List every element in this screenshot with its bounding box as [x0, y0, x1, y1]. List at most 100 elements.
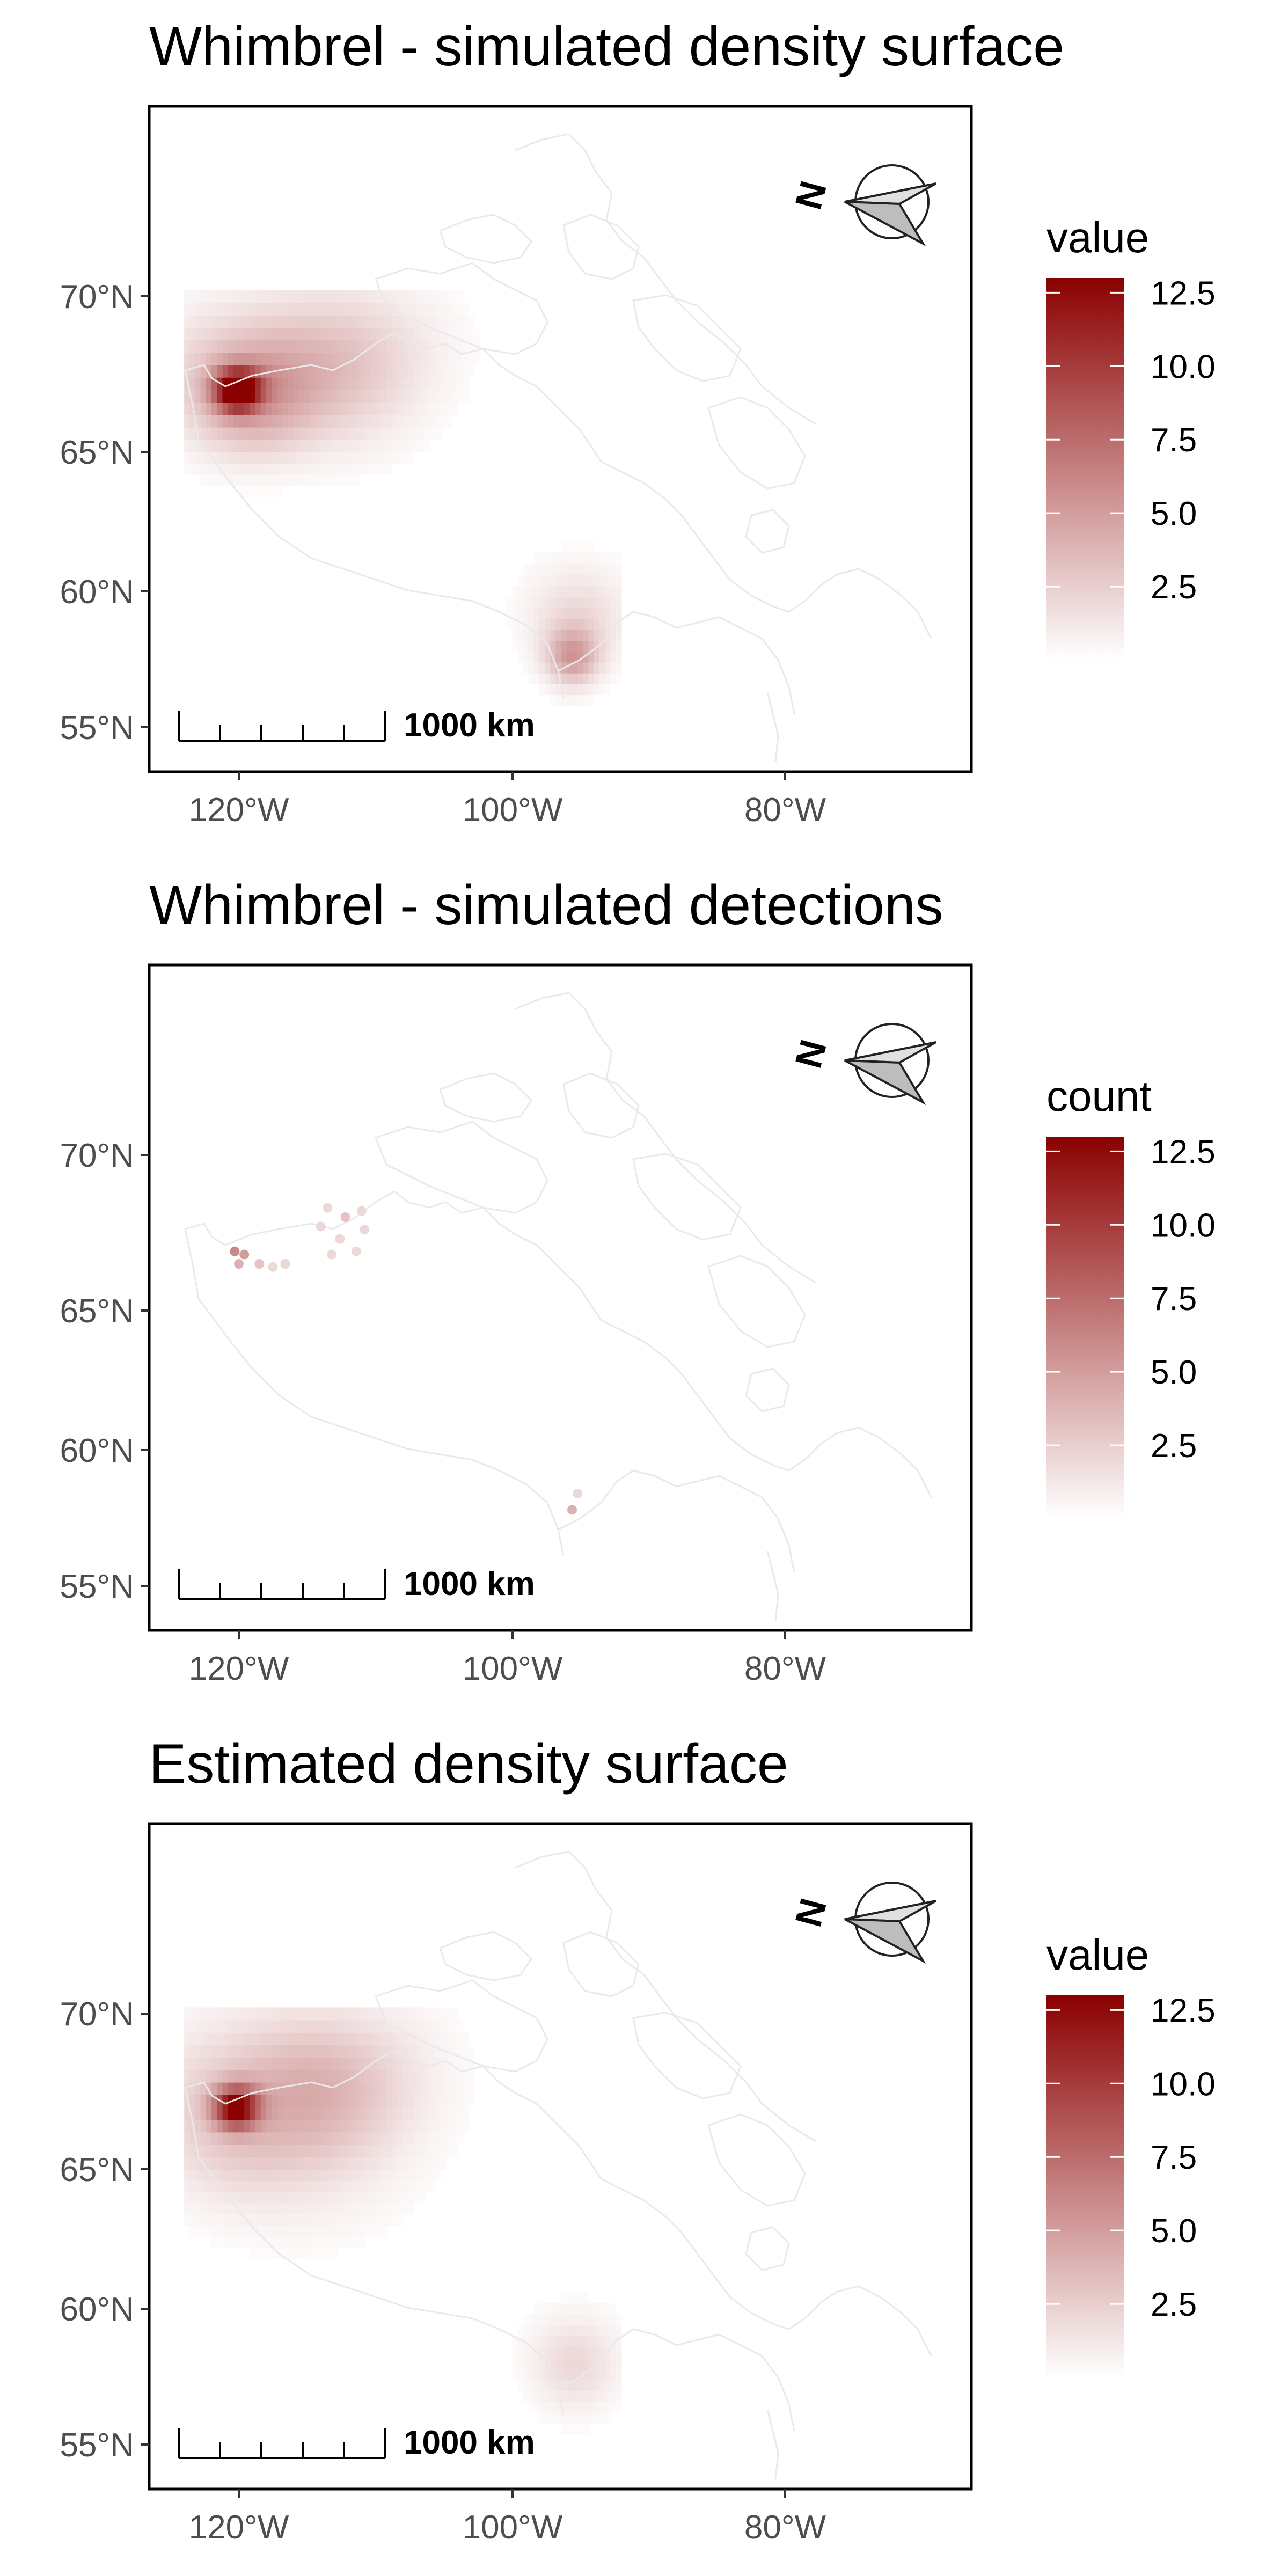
density-cell [255, 2032, 261, 2045]
density-cell [555, 574, 562, 587]
density-cell [299, 314, 305, 328]
density-cell [239, 390, 245, 403]
density-cell [397, 377, 404, 390]
density-cell [233, 2191, 239, 2204]
density-cell [337, 414, 343, 428]
density-cell [337, 2045, 343, 2058]
density-cell [206, 2156, 213, 2170]
legend-tick-label: 2.5 [1151, 1428, 1197, 1465]
density-cell [260, 2094, 267, 2107]
density-cell [550, 2379, 557, 2391]
density-cell [463, 2107, 469, 2120]
density-cell [533, 2336, 540, 2347]
density-cell [337, 452, 343, 464]
density-cell [441, 2144, 447, 2157]
density-cell [348, 463, 354, 475]
density-cell [375, 390, 382, 403]
density-cell [561, 2292, 567, 2304]
density-cell [228, 290, 234, 303]
density-cell [364, 377, 371, 390]
density-cell [337, 2119, 343, 2133]
density-cell [272, 463, 278, 475]
density-cell [293, 474, 299, 486]
density-cell [337, 2180, 343, 2192]
density-cell [457, 2032, 464, 2045]
density-cell [217, 2045, 223, 2058]
density-cell [566, 2346, 573, 2358]
density-cell [380, 2225, 387, 2237]
density-cell [244, 352, 251, 365]
density-cell [250, 2032, 256, 2045]
density-cell [441, 364, 447, 378]
density-cell [293, 327, 299, 341]
density-cell [397, 2094, 404, 2107]
density-cell [200, 474, 207, 486]
density-cell [239, 2132, 245, 2145]
detection-point [254, 1259, 265, 1269]
density-cell [555, 552, 562, 564]
density-cell [380, 2169, 387, 2181]
density-cell [583, 618, 589, 630]
density-cell [364, 463, 371, 475]
density-cell [419, 2107, 426, 2120]
density-cell [413, 2119, 420, 2133]
density-cell [222, 2119, 229, 2133]
lon-tick-label: 100°W [463, 1650, 563, 1687]
density-cell [392, 2132, 398, 2145]
density-cell [545, 586, 551, 598]
density-cell [566, 629, 573, 641]
density-cell [517, 2358, 524, 2369]
density-cell [293, 2082, 299, 2095]
density-cell [599, 2303, 606, 2315]
density-cell [397, 314, 404, 328]
density-cell [517, 2379, 524, 2391]
density-cell [523, 2390, 529, 2402]
density-cell [255, 364, 261, 378]
density-cell [577, 640, 584, 652]
density-cell [255, 402, 261, 415]
density-cell [304, 290, 311, 303]
density-cell [435, 2144, 442, 2157]
density-cell [272, 439, 278, 452]
density-cell [463, 340, 469, 353]
density-cell [588, 564, 595, 575]
density-cell [402, 327, 409, 341]
density-cell [348, 327, 354, 341]
density-cell [320, 2019, 327, 2033]
density-cell [353, 2144, 360, 2157]
coastline [562, 1931, 640, 1997]
density-cell [408, 290, 414, 303]
density-cell [332, 2191, 338, 2204]
density-cell [277, 2069, 283, 2083]
density-cell [217, 2057, 223, 2070]
density-cell [610, 640, 617, 652]
density-cell [217, 314, 223, 328]
density-cell [250, 2082, 256, 2095]
density-cell [277, 327, 283, 341]
density-cell [392, 2156, 398, 2170]
coastline [558, 611, 795, 714]
density-cell [353, 439, 360, 452]
density-cell [468, 314, 474, 328]
density-cell [616, 2390, 622, 2402]
density-cell [594, 672, 600, 684]
density-cell [211, 439, 218, 452]
density-cell [539, 2412, 546, 2424]
density-cell [353, 2132, 360, 2145]
coastline [558, 1469, 795, 1573]
density-cell [206, 2214, 213, 2226]
density-cell [566, 672, 573, 684]
density-cell [566, 597, 573, 609]
density-cell [189, 2169, 196, 2181]
density-cell [380, 352, 387, 365]
density-cell [310, 377, 316, 390]
density-cell [211, 2082, 218, 2095]
density-cell [413, 364, 420, 378]
lon-tick-label: 120°W [189, 1650, 289, 1687]
density-cell [610, 552, 617, 564]
density-cell [293, 402, 299, 415]
density-cell [359, 463, 365, 475]
density-cell [364, 2107, 371, 2120]
density-cell [555, 640, 562, 652]
density-cell [299, 2082, 305, 2095]
